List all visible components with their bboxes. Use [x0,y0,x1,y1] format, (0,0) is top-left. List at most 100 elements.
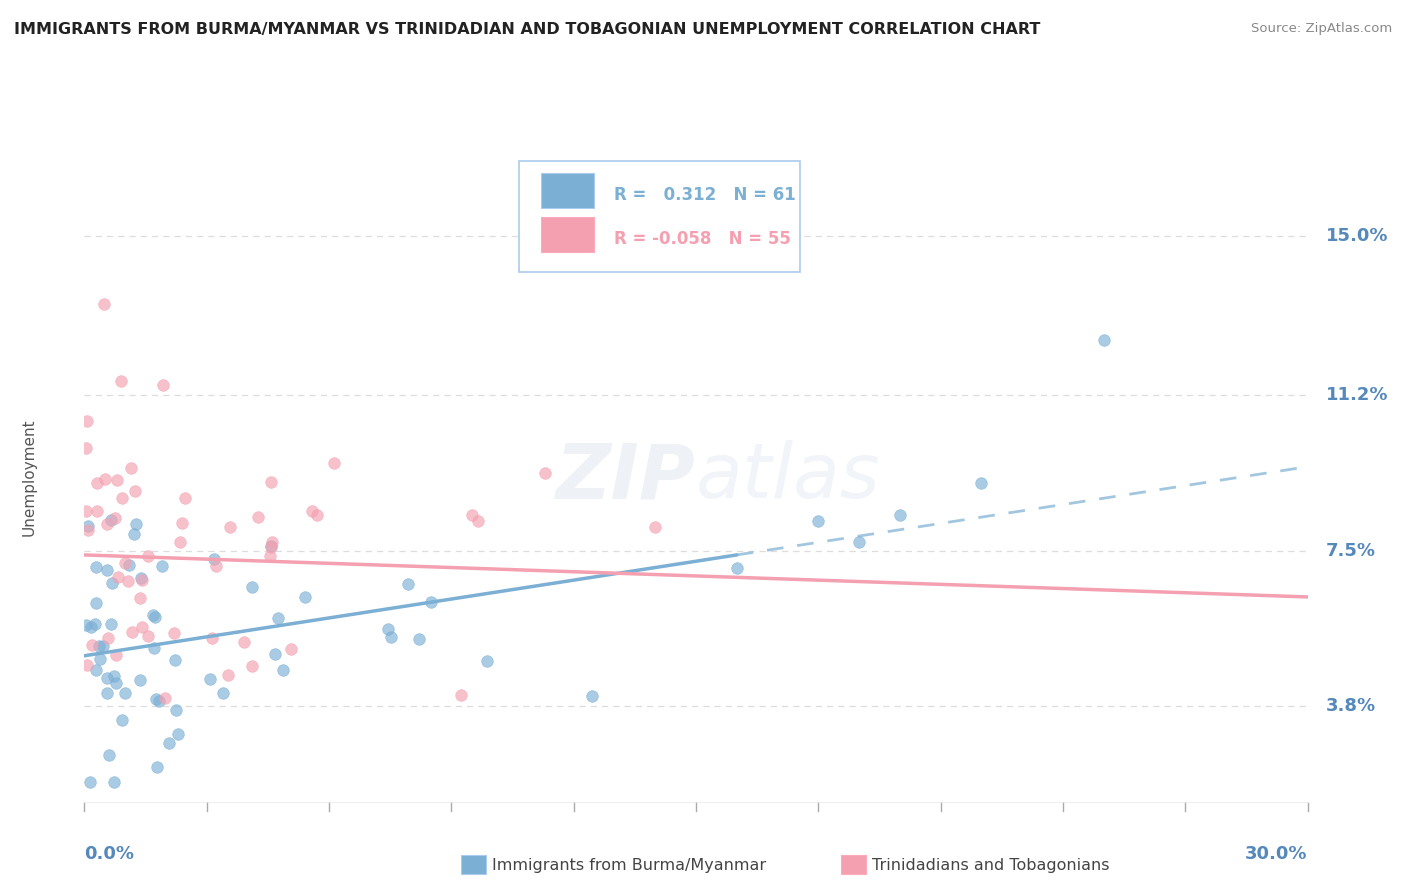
Point [118,558,141,572]
Point [96,671,118,685]
Point [107,570,129,584]
Point [105,648,128,662]
Point [260,539,283,553]
Point [129,571,152,585]
Point [232,635,254,649]
Point [86,475,108,490]
Point [240,580,263,594]
Point [200,631,222,645]
Point [146,760,169,774]
Text: atlas: atlas [696,441,880,514]
Point [307,508,329,523]
Point [143,610,166,624]
Point [148,694,170,708]
Point [75,441,97,455]
Point [84,560,107,574]
Point [94,472,117,486]
Point [644,520,666,534]
Point [111,714,134,728]
Point [173,491,195,505]
Point [77,523,100,537]
Point [202,551,225,566]
Point [101,576,124,591]
Point [91,639,114,653]
Point [111,491,134,506]
Point [76,658,98,673]
FancyBboxPatch shape [519,161,800,272]
Point [87,639,110,653]
Point [136,549,159,563]
Point [100,513,122,527]
Point [125,516,148,531]
Point [240,659,263,673]
Text: R = -0.058   N = 55: R = -0.058 N = 55 [614,230,792,248]
Point [84,663,107,677]
Point [97,631,120,645]
Point [218,520,240,534]
Text: 0.0%: 0.0% [84,845,135,863]
Point [522,250,544,264]
Point [267,610,290,624]
Text: Trinidadians and Tobagonians: Trinidadians and Tobagonians [872,858,1109,872]
Point [419,595,441,609]
Point [380,630,402,644]
Point [97,747,120,762]
Point [114,557,136,571]
Point [271,663,294,677]
Text: Source: ZipAtlas.com: Source: ZipAtlas.com [1251,22,1392,36]
Text: 7.5%: 7.5% [1326,541,1376,560]
Point [75,618,97,632]
Point [105,676,128,690]
Point [260,534,283,549]
Point [163,626,186,640]
Point [131,573,153,587]
Text: Unemployment: Unemployment [22,418,37,536]
Point [280,641,302,656]
Point [396,577,419,591]
Point [264,647,287,661]
Point [377,622,399,636]
Point [131,619,153,633]
Point [114,686,136,700]
Point [104,511,127,525]
Point [75,504,97,518]
Point [122,527,145,541]
Point [76,414,98,428]
Point [150,558,173,573]
Text: 30.0%: 30.0% [1246,845,1308,863]
Point [96,685,118,699]
Point [136,629,159,643]
Point [76,519,98,533]
Point [143,640,166,655]
Point [807,514,830,528]
Point [105,473,128,487]
Point [124,483,146,498]
FancyBboxPatch shape [541,217,595,252]
Point [970,476,993,491]
Point [145,692,167,706]
Point [198,672,221,686]
Point [204,559,226,574]
Point [323,457,346,471]
Point [461,508,484,523]
Point [477,654,499,668]
Point [301,504,323,518]
Text: R =   0.312   N = 61: R = 0.312 N = 61 [614,186,796,204]
Point [260,540,283,554]
Point [86,504,108,518]
Point [450,688,472,702]
Point [82,638,104,652]
Point [211,686,233,700]
Point [80,620,103,634]
Point [581,689,603,703]
Point [84,616,107,631]
Point [89,652,111,666]
Point [128,673,150,688]
Point [129,591,152,606]
Point [96,563,118,577]
Point [163,653,186,667]
Point [157,736,180,750]
Point [408,632,430,647]
Point [167,727,190,741]
Point [79,774,101,789]
